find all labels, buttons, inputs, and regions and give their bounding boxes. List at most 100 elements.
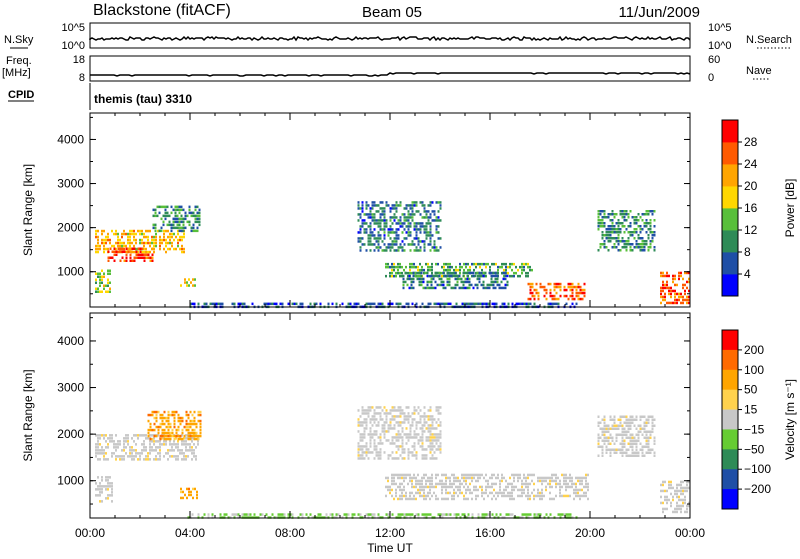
echo-cell <box>549 282 552 286</box>
echo-cell <box>164 208 167 212</box>
echo-cell <box>597 433 600 436</box>
echo-cell <box>171 449 173 452</box>
echo-cell <box>139 458 141 461</box>
echo-cell <box>109 281 111 284</box>
echo-cell <box>179 452 181 455</box>
echo-cell <box>365 231 368 234</box>
echo-cell <box>135 238 137 242</box>
echo-cell <box>603 436 606 439</box>
echo-cell <box>649 430 652 433</box>
echo-cell <box>157 440 159 443</box>
colorbar-segment <box>722 120 738 143</box>
echo-cell <box>103 434 105 437</box>
echo-cell <box>383 433 386 436</box>
echo-cell <box>377 513 380 516</box>
echo-cell <box>423 246 426 249</box>
echo-cell <box>471 479 473 483</box>
echo-cell <box>639 243 642 246</box>
echo-cell <box>525 513 528 516</box>
echo-cell <box>419 249 422 252</box>
echo-cell <box>509 482 511 486</box>
echo-cell <box>153 410 156 414</box>
echo-cell <box>431 442 434 445</box>
echo-cell <box>123 247 125 251</box>
echo-cell <box>621 445 624 448</box>
echo-cell <box>501 479 503 483</box>
echo-cell <box>662 283 664 287</box>
echo-cell <box>411 243 414 246</box>
echo-cell <box>199 413 202 417</box>
echo-cell <box>395 482 397 486</box>
echo-cell <box>643 222 646 225</box>
echo-cell <box>391 271 393 275</box>
echo-cell <box>187 416 190 420</box>
echo-cell <box>153 434 156 438</box>
echo-cell <box>412 286 415 290</box>
echo-cell <box>359 246 362 249</box>
echo-cell <box>645 436 648 439</box>
echo-cell <box>653 454 656 457</box>
echo-cell <box>500 280 503 284</box>
echo-cell <box>601 234 604 237</box>
echo-cell <box>497 473 499 477</box>
echo-cell <box>99 275 101 278</box>
echo-cell <box>129 250 132 253</box>
echo-cell <box>379 454 382 457</box>
echo-cell <box>653 451 656 454</box>
echo-cell <box>559 285 562 289</box>
echo-cell <box>178 217 181 221</box>
echo-cell <box>119 455 121 458</box>
echo-cell <box>607 430 610 433</box>
echo-cell <box>377 412 380 415</box>
echo-cell <box>537 291 540 295</box>
echo-cell <box>103 241 105 245</box>
echo-cell <box>369 234 372 237</box>
x-tick-label: 00:00 <box>675 526 705 540</box>
echo-cell <box>129 244 131 248</box>
echo-cell <box>190 281 192 284</box>
echo-cell <box>670 486 672 490</box>
echo-cell <box>676 492 678 496</box>
echo-cell <box>361 424 364 427</box>
echo-cell <box>193 455 195 458</box>
echo-cell <box>653 219 656 222</box>
echo-cell <box>405 219 408 222</box>
echo-cell <box>147 434 150 438</box>
echo-cell <box>431 262 433 266</box>
echo-cell <box>539 479 541 483</box>
echo-cell <box>309 513 312 516</box>
echo-cell <box>645 424 648 427</box>
echo-cell <box>463 302 466 306</box>
echo-cell <box>631 436 634 439</box>
echo-cell <box>597 424 600 427</box>
echo-cell <box>397 268 399 272</box>
echo-cell <box>185 425 188 429</box>
echo-cell <box>403 433 406 436</box>
echo-cell <box>180 214 183 218</box>
echo-cell <box>363 231 366 234</box>
echo-cell <box>389 246 392 249</box>
echo-cell <box>173 449 175 452</box>
echo-cell <box>627 421 630 424</box>
echo-cell <box>151 238 153 242</box>
echo-cell <box>427 216 430 219</box>
echo-cell <box>365 421 368 424</box>
echo-cell <box>523 476 525 480</box>
echo-cell <box>162 205 165 209</box>
echo-cell <box>617 219 620 222</box>
echo-cell <box>469 488 471 492</box>
echo-cell <box>177 416 180 420</box>
echo-cell <box>469 265 471 269</box>
echo-cell <box>496 274 499 278</box>
colorbar-segment <box>722 449 738 470</box>
echo-cell <box>175 437 177 440</box>
echo-cell <box>399 246 402 249</box>
echo-cell <box>575 288 578 292</box>
echo-cell <box>561 473 563 477</box>
echo-cell <box>101 281 103 284</box>
echo-cell <box>429 249 432 252</box>
echo-cell <box>529 288 532 292</box>
echo-cell <box>97 247 99 251</box>
echo-cell <box>617 427 620 430</box>
